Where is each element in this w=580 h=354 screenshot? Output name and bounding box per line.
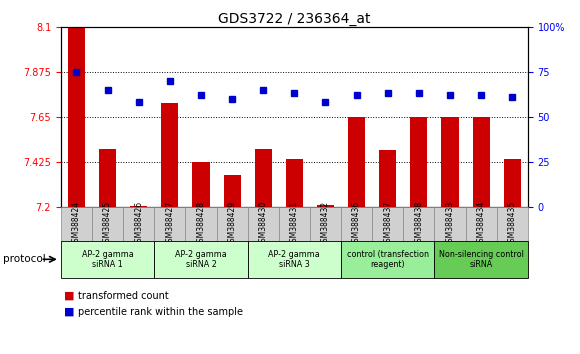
- Bar: [154, 207, 186, 241]
- Text: GSM388430: GSM388430: [259, 201, 268, 247]
- Bar: [223, 175, 241, 207]
- Bar: [372, 207, 403, 241]
- Text: GSM388432: GSM388432: [321, 201, 330, 247]
- Title: GDS3722 / 236364_at: GDS3722 / 236364_at: [218, 12, 371, 25]
- Text: Non-silencing control
siRNA: Non-silencing control siRNA: [438, 250, 524, 269]
- Text: GSM388433: GSM388433: [445, 201, 455, 247]
- Bar: [61, 241, 154, 278]
- Bar: [434, 207, 466, 241]
- Bar: [473, 117, 490, 207]
- Text: GSM388435: GSM388435: [508, 201, 517, 247]
- Bar: [279, 207, 310, 241]
- Text: ■: ■: [64, 291, 74, 301]
- Text: GSM388436: GSM388436: [352, 201, 361, 247]
- Bar: [341, 207, 372, 241]
- Bar: [61, 207, 92, 241]
- Bar: [348, 117, 365, 207]
- Bar: [410, 117, 427, 207]
- Text: GSM388437: GSM388437: [383, 201, 392, 247]
- Bar: [255, 149, 272, 207]
- Bar: [248, 241, 341, 278]
- Text: AP-2 gamma
siRNA 1: AP-2 gamma siRNA 1: [82, 250, 133, 269]
- Text: protocol: protocol: [3, 254, 46, 264]
- Text: control (transfection
reagent): control (transfection reagent): [347, 250, 429, 269]
- Bar: [193, 162, 209, 207]
- Bar: [434, 241, 528, 278]
- Text: GSM388427: GSM388427: [165, 201, 175, 247]
- Text: transformed count: transformed count: [78, 291, 169, 301]
- Bar: [496, 207, 528, 241]
- Bar: [99, 149, 116, 207]
- Bar: [403, 207, 434, 241]
- Bar: [317, 205, 334, 207]
- Text: GSM388428: GSM388428: [197, 201, 205, 247]
- Bar: [123, 207, 154, 241]
- Bar: [310, 207, 341, 241]
- Bar: [186, 207, 216, 241]
- Text: GSM388426: GSM388426: [134, 201, 143, 247]
- Bar: [154, 241, 248, 278]
- Text: GSM388431: GSM388431: [290, 201, 299, 247]
- Bar: [216, 207, 248, 241]
- Bar: [341, 241, 434, 278]
- Text: percentile rank within the sample: percentile rank within the sample: [78, 307, 243, 316]
- Bar: [68, 28, 85, 207]
- Bar: [130, 206, 147, 207]
- Bar: [286, 159, 303, 207]
- Bar: [161, 103, 179, 207]
- Bar: [379, 150, 396, 207]
- Bar: [441, 117, 459, 207]
- Text: GSM388434: GSM388434: [477, 201, 485, 247]
- Text: ■: ■: [64, 307, 74, 316]
- Text: GSM388438: GSM388438: [414, 201, 423, 247]
- Bar: [248, 207, 279, 241]
- Text: GSM388425: GSM388425: [103, 201, 112, 247]
- Bar: [503, 159, 521, 207]
- Text: AP-2 gamma
siRNA 3: AP-2 gamma siRNA 3: [269, 250, 320, 269]
- Text: GSM388424: GSM388424: [72, 201, 81, 247]
- Text: AP-2 gamma
siRNA 2: AP-2 gamma siRNA 2: [175, 250, 227, 269]
- Text: GSM388429: GSM388429: [227, 201, 237, 247]
- Bar: [92, 207, 123, 241]
- Bar: [466, 207, 496, 241]
